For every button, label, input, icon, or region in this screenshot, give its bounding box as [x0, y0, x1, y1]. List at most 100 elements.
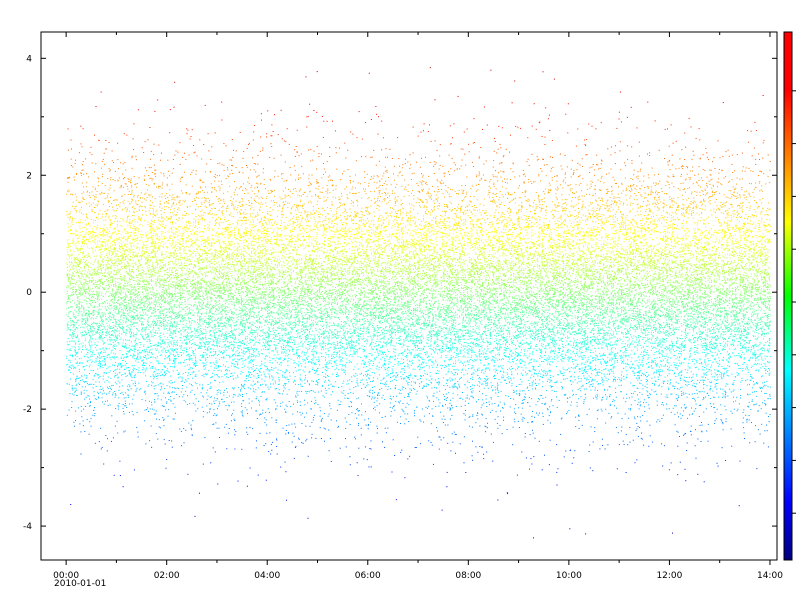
point — [74, 279, 76, 281]
point — [341, 284, 343, 286]
point — [400, 416, 402, 418]
point — [720, 183, 722, 185]
point — [710, 209, 712, 211]
point — [214, 207, 216, 209]
point — [209, 267, 211, 269]
point — [325, 215, 327, 217]
point — [335, 188, 337, 190]
point — [536, 329, 538, 331]
point — [696, 280, 698, 282]
point — [467, 265, 469, 267]
point — [718, 292, 720, 294]
point — [571, 302, 573, 303]
point — [347, 397, 349, 399]
point — [606, 275, 608, 277]
point — [701, 430, 703, 432]
point — [747, 245, 749, 247]
point — [280, 370, 282, 371]
point — [95, 287, 96, 289]
point — [584, 234, 586, 236]
point — [272, 252, 274, 254]
point — [537, 414, 539, 416]
point — [516, 235, 518, 237]
point — [633, 184, 635, 185]
point — [640, 220, 642, 222]
point — [205, 337, 207, 339]
point — [711, 263, 713, 265]
point — [459, 239, 461, 241]
point — [597, 316, 599, 318]
point — [309, 184, 311, 186]
point — [607, 220, 609, 222]
point — [381, 257, 383, 259]
point — [608, 343, 609, 345]
data-points — [66, 67, 771, 539]
point — [668, 309, 670, 311]
point — [192, 353, 194, 355]
point — [761, 327, 763, 329]
point — [691, 312, 693, 314]
point — [118, 177, 120, 179]
point — [415, 319, 417, 321]
point — [124, 193, 126, 195]
point — [693, 310, 695, 312]
point — [701, 424, 703, 426]
point — [357, 475, 359, 476]
point — [527, 233, 529, 235]
point — [344, 228, 346, 230]
point — [98, 393, 99, 395]
point — [343, 325, 345, 327]
point — [97, 365, 99, 367]
point — [550, 380, 552, 382]
point — [408, 319, 410, 320]
point — [397, 255, 398, 257]
point — [429, 278, 431, 279]
point — [175, 306, 177, 308]
point — [510, 377, 511, 379]
point — [354, 303, 356, 305]
point — [601, 322, 603, 324]
point — [716, 369, 718, 371]
point — [356, 409, 358, 410]
point — [455, 314, 457, 316]
point — [252, 307, 254, 309]
point — [708, 295, 710, 297]
point — [500, 308, 502, 310]
point — [470, 349, 472, 351]
point — [588, 260, 590, 262]
point — [449, 347, 451, 349]
point — [85, 214, 87, 216]
point — [141, 259, 142, 260]
point — [616, 202, 617, 204]
point — [399, 340, 401, 342]
point — [77, 254, 79, 256]
point — [287, 202, 289, 204]
point — [555, 223, 557, 225]
point — [714, 253, 716, 255]
point — [522, 316, 524, 317]
point — [139, 234, 141, 236]
point — [275, 321, 277, 323]
point — [409, 253, 410, 254]
point — [382, 383, 384, 385]
point — [433, 173, 435, 174]
point — [304, 341, 306, 343]
point — [646, 321, 648, 323]
point — [560, 237, 562, 238]
point — [128, 351, 130, 353]
point — [218, 318, 220, 320]
point — [606, 193, 607, 194]
point — [428, 245, 429, 246]
point — [720, 388, 721, 390]
point — [555, 193, 557, 195]
point — [388, 245, 390, 247]
point — [659, 277, 660, 279]
point — [338, 269, 339, 271]
point — [354, 294, 356, 296]
point — [93, 255, 95, 257]
point — [336, 168, 338, 170]
point — [156, 251, 158, 252]
point — [758, 298, 760, 300]
point — [190, 245, 192, 247]
point — [540, 270, 542, 272]
